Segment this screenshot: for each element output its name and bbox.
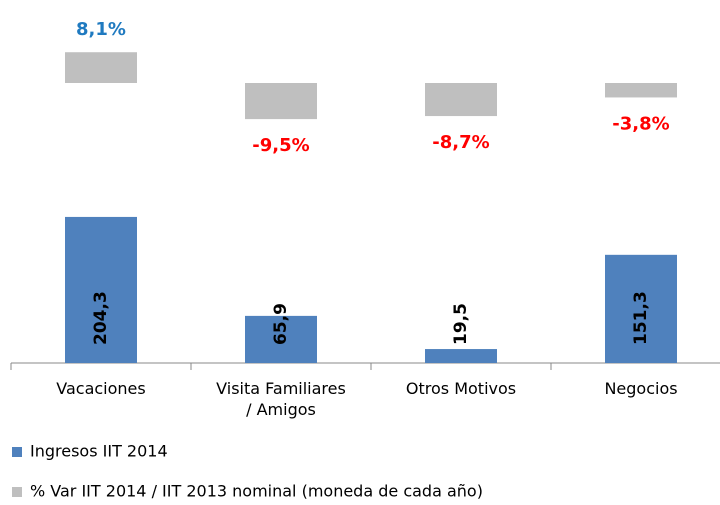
bar	[65, 216, 137, 363]
data-label: -3,8%	[612, 113, 669, 134]
data-label: 65,9	[271, 303, 291, 345]
data-label: 151,3	[631, 291, 651, 345]
bar	[605, 83, 677, 98]
data-label: 8,1%	[76, 19, 126, 40]
legend-swatch	[12, 447, 22, 457]
bar	[425, 349, 497, 363]
legend-swatch	[12, 487, 22, 497]
bar	[245, 315, 317, 363]
legend-label: % Var IIT 2014 / IIT 2013 nominal (moned…	[30, 482, 483, 501]
data-label: 19,5	[451, 303, 471, 345]
data-label: -9,5%	[252, 135, 309, 156]
bar	[425, 83, 497, 117]
bar	[65, 52, 137, 83]
bar	[245, 83, 317, 120]
x-tick-label: Visita Familiares / Amigos	[216, 379, 346, 419]
bar	[605, 254, 677, 363]
x-tick-label: Otros Motivos	[405, 379, 517, 398]
x-tick-label: Negocios	[604, 379, 678, 398]
data-label: 204,3	[91, 291, 111, 345]
legend-label: Ingresos IIT 2014	[30, 442, 168, 461]
data-label: -8,7%	[432, 132, 489, 153]
x-tick-label: Vacaciones	[56, 379, 146, 398]
